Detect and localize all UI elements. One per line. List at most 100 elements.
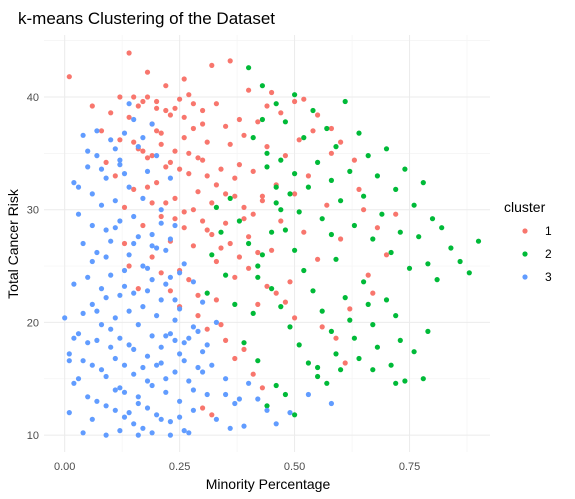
data-point-cluster-3 <box>158 297 164 303</box>
data-point-cluster-1 <box>181 114 187 120</box>
data-point-cluster-2 <box>324 380 330 386</box>
data-point-cluster-2 <box>282 227 288 233</box>
data-point-cluster-2 <box>356 355 362 362</box>
data-point-cluster-3 <box>186 335 192 341</box>
data-point-cluster-3 <box>246 380 252 386</box>
data-point-cluster-1 <box>223 191 229 197</box>
data-point-cluster-3 <box>149 243 155 249</box>
data-point-cluster-2 <box>250 310 256 316</box>
data-point-cluster-1 <box>264 103 270 109</box>
data-point-cluster-2 <box>301 267 307 274</box>
data-point-cluster-2 <box>448 245 454 251</box>
legend-key-1 <box>522 228 528 234</box>
plot-grid <box>44 35 490 452</box>
data-point-cluster-3 <box>89 416 95 422</box>
data-point-cluster-1 <box>195 155 201 161</box>
data-point-cluster-2 <box>370 322 376 328</box>
data-point-cluster-3 <box>177 414 183 420</box>
data-point-cluster-2 <box>213 204 219 210</box>
data-point-cluster-2 <box>292 171 298 177</box>
data-point-cluster-1 <box>305 173 311 179</box>
data-point-cluster-3 <box>255 396 261 402</box>
data-point-cluster-3 <box>103 175 109 181</box>
data-point-cluster-1 <box>223 337 229 343</box>
data-point-cluster-3 <box>121 414 128 420</box>
data-point-cluster-1 <box>163 107 169 114</box>
data-point-cluster-1 <box>292 191 298 197</box>
data-point-cluster-3 <box>328 400 334 407</box>
data-point-cluster-2 <box>301 135 307 141</box>
data-point-cluster-3 <box>103 432 109 438</box>
data-point-cluster-1 <box>338 236 344 242</box>
data-point-cluster-1 <box>108 110 114 116</box>
data-point-cluster-1 <box>273 290 279 296</box>
data-point-cluster-1 <box>393 211 399 217</box>
data-point-cluster-1 <box>158 270 164 276</box>
data-point-cluster-3 <box>98 202 105 208</box>
data-point-cluster-1 <box>351 157 357 163</box>
data-point-cluster-1 <box>213 258 219 265</box>
data-point-cluster-1 <box>190 101 196 107</box>
data-point-cluster-3 <box>108 344 114 350</box>
data-point-cluster-3 <box>140 135 146 141</box>
data-point-cluster-1 <box>154 180 160 186</box>
data-point-cluster-1 <box>227 58 233 64</box>
data-point-cluster-1 <box>117 94 123 100</box>
data-point-cluster-1 <box>259 193 265 199</box>
data-point-cluster-2 <box>273 200 279 206</box>
data-point-cluster-1 <box>121 240 128 247</box>
data-point-cluster-1 <box>200 121 206 127</box>
data-point-cluster-1 <box>167 288 173 294</box>
data-point-cluster-3 <box>135 322 141 328</box>
data-point-cluster-2 <box>246 65 252 71</box>
data-point-cluster-3 <box>89 301 95 307</box>
data-point-cluster-1 <box>218 166 224 172</box>
data-point-cluster-2 <box>333 144 339 150</box>
data-point-cluster-3 <box>103 373 109 380</box>
data-point-cluster-3 <box>163 333 169 339</box>
data-point-cluster-2 <box>393 313 399 319</box>
data-point-cluster-3 <box>89 362 95 368</box>
data-point-cluster-1 <box>112 173 118 179</box>
data-point-cluster-3 <box>103 403 109 409</box>
data-point-cluster-1 <box>144 184 151 190</box>
data-point-cluster-1 <box>264 144 270 150</box>
data-point-cluster-2 <box>209 252 215 258</box>
data-point-cluster-3 <box>213 319 219 325</box>
data-point-cluster-3 <box>149 333 155 339</box>
data-point-cluster-1 <box>287 279 293 285</box>
data-point-cluster-1 <box>218 322 224 328</box>
data-point-cluster-3 <box>181 358 187 364</box>
data-point-cluster-2 <box>292 247 298 253</box>
data-point-cluster-3 <box>204 342 210 348</box>
data-point-cluster-3 <box>80 240 86 247</box>
data-point-cluster-1 <box>186 150 192 156</box>
data-point-cluster-1 <box>158 213 164 220</box>
data-point-cluster-2 <box>397 229 403 235</box>
data-point-cluster-3 <box>144 168 151 174</box>
data-point-cluster-2 <box>292 92 298 98</box>
data-point-cluster-1 <box>209 62 215 68</box>
data-point-cluster-1 <box>181 225 187 231</box>
data-point-cluster-1 <box>209 231 215 238</box>
data-point-cluster-2 <box>328 177 334 183</box>
data-point-cluster-3 <box>71 380 77 386</box>
data-point-cluster-3 <box>273 421 279 427</box>
data-point-cluster-2 <box>269 286 275 292</box>
data-point-cluster-1 <box>259 198 265 204</box>
data-point-cluster-2 <box>255 263 261 269</box>
data-point-cluster-1 <box>177 96 183 102</box>
data-point-cluster-3 <box>94 153 100 159</box>
data-point-cluster-2 <box>310 107 316 114</box>
data-point-cluster-2 <box>365 153 371 159</box>
data-point-cluster-3 <box>121 362 128 368</box>
data-point-cluster-3 <box>89 222 95 229</box>
data-point-cluster-2 <box>227 195 233 201</box>
data-point-cluster-1 <box>144 155 151 161</box>
data-point-cluster-1 <box>255 301 261 307</box>
data-point-cluster-2 <box>255 358 261 364</box>
data-point-cluster-1 <box>361 207 367 213</box>
data-point-cluster-1 <box>121 204 128 210</box>
data-point-cluster-3 <box>149 430 155 436</box>
data-point-cluster-3 <box>126 410 132 416</box>
